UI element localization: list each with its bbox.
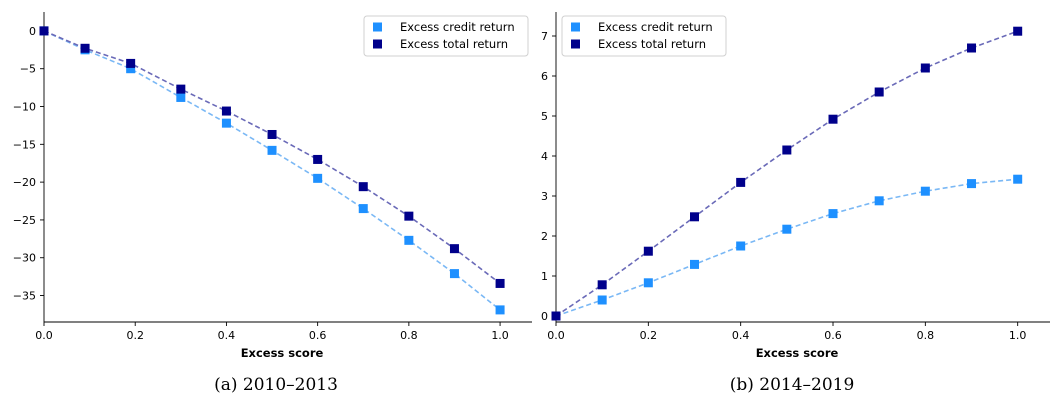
data-point-2 [176,84,186,94]
y-tick-label: 7 [541,30,548,43]
legend-label-1: Excess credit return [598,20,713,34]
data-point-2 [967,43,977,53]
x-tick-label: 0.2 [126,329,144,342]
data-point-2 [358,182,368,192]
legend-label-2: Excess total return [598,37,706,51]
data-point-2 [690,212,700,222]
y-tick-label: −25 [13,214,36,227]
x-tick-label: 0.0 [547,329,565,342]
x-axis-title: Excess score [756,346,839,360]
data-point-1 [221,118,231,128]
panel-caption: (a) 2010–2013 [214,375,338,395]
legend-marker-2 [571,39,580,49]
y-tick-label: 0 [541,310,548,323]
data-point-2 [39,26,49,36]
data-point-2 [449,244,459,254]
data-point-1 [690,259,700,269]
x-tick-label: 1.0 [1009,329,1027,342]
legend-box [363,15,529,57]
data-point-2 [1013,26,1023,36]
data-point-1 [313,173,323,183]
y-tick-label: 4 [541,150,548,163]
x-tick-label: 0.6 [824,329,842,342]
legend-label-1: Excess credit return [400,20,515,34]
data-point-2 [221,106,231,116]
data-point-2 [920,63,930,73]
data-point-1 [597,295,607,305]
data-point-1 [920,186,930,196]
data-point-2 [80,43,90,53]
y-tick-label: 0 [29,25,36,38]
y-tick-label: −30 [13,252,36,265]
data-point-1 [1013,174,1023,184]
data-point-2 [643,246,653,256]
series-line-2 [555,30,1018,317]
data-point-2 [313,154,323,164]
series-line-1 [43,30,501,311]
x-tick-label: 0.8 [400,329,418,342]
legend-marker-2 [373,39,382,49]
data-point-1 [449,269,459,279]
data-point-2 [551,311,561,321]
data-point-2 [597,280,607,290]
x-tick-label: 0.6 [309,329,327,342]
data-point-1 [358,204,368,214]
y-tick-label: 5 [541,110,548,123]
data-point-2 [828,114,838,124]
y-tick-label: −35 [13,290,36,303]
y-tick-label: 2 [541,230,548,243]
data-point-1 [267,145,277,155]
chart-panel-1: 0.0 0.2 0.4 0.6 0.8 1.0 0 −5 −10 −15 −20 −25 −30 −35 E… [13,12,532,395]
x-axis-title: Excess score [241,346,324,360]
legend-box [561,15,727,57]
data-point-2 [126,58,136,68]
data-point-1 [643,278,653,288]
y-tick-label: 1 [541,270,548,283]
data-point-2 [874,87,884,97]
data-point-1 [176,92,186,102]
data-point-1 [967,179,977,189]
y-tick-label: 6 [541,70,548,83]
x-tick-label: 0.2 [640,329,658,342]
chart-panel-2: 0.0 0.2 0.4 0.6 0.8 1.0 0 1 2 3 4 5 6 7 Excess score Ex… [541,12,1050,395]
data-point-1 [736,241,746,251]
data-point-1 [874,196,884,206]
panel-caption: (b) 2014–2019 [730,375,855,395]
y-tick-label: −20 [13,176,36,189]
data-point-1 [404,235,414,245]
data-point-2 [495,278,505,288]
data-point-1 [828,209,838,219]
y-tick-label: 3 [541,190,548,203]
data-point-2 [404,211,414,221]
x-tick-label: 0.8 [917,329,935,342]
y-tick-label: −10 [13,101,36,114]
x-tick-label: 1.0 [491,329,509,342]
data-point-2 [782,145,792,155]
data-point-1 [126,64,136,74]
data-point-2 [267,129,277,139]
x-tick-label: 0.4 [732,329,750,342]
y-tick-label: −5 [20,63,36,76]
series-line-1 [555,178,1018,317]
x-tick-label: 0.0 [35,329,53,342]
data-point-2 [736,177,746,187]
y-tick-label: −15 [13,138,36,151]
data-point-1 [495,305,505,315]
legend-label-2: Excess total return [400,37,508,51]
data-point-1 [782,224,792,234]
legend-marker-1 [373,22,382,32]
x-tick-label: 0.4 [218,329,236,342]
legend-marker-1 [571,22,580,32]
series-line-2 [43,30,501,285]
